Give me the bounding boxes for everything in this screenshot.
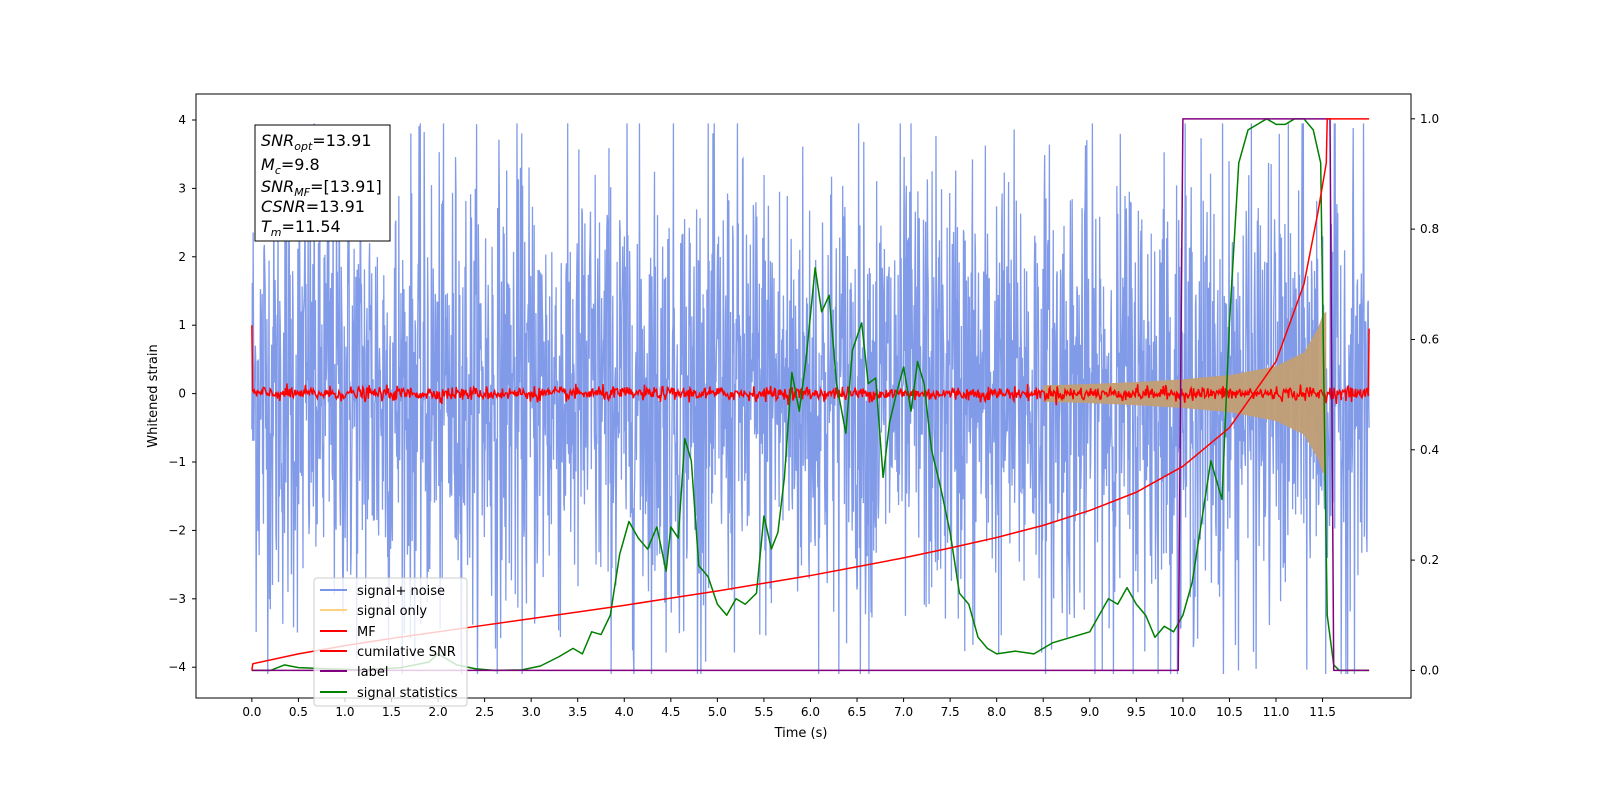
y-left-tick-label: −1 — [168, 455, 186, 469]
y-left-tick-label: 2 — [178, 250, 186, 264]
snr-opt-text: SNRopt=13.91 — [261, 131, 372, 153]
y-right-tick-label: 0.0 — [1420, 663, 1439, 677]
y-axis-label: Whitened strain — [146, 344, 161, 447]
y-left-tick-label: 1 — [178, 318, 186, 332]
series-signal-statistics — [251, 118, 1370, 672]
x-tick-label: 2.0 — [429, 705, 448, 719]
csnr-text: CSNR=13.91 — [261, 197, 365, 216]
info-box: SNRopt=13.91 Mc=9.8 SNRMF=[13.91] CSNR=1… — [254, 124, 391, 242]
legend-label-label: label — [357, 665, 388, 680]
x-tick-label: 4.5 — [661, 705, 680, 719]
legend-label-mf: MF — [357, 625, 376, 640]
tm-text: Tm=11.54 — [261, 217, 341, 239]
y-left-tick-label: −2 — [168, 523, 186, 537]
y-right-tick-label: 1.0 — [1420, 112, 1439, 126]
x-tick-label: 3.0 — [522, 705, 541, 719]
y-right-tick-label: 0.8 — [1420, 222, 1439, 236]
x-tick-label: 5.0 — [708, 705, 727, 719]
x-tick-label: 0.0 — [242, 705, 261, 719]
x-tick-label: 3.5 — [568, 705, 587, 719]
x-tick-label: 2.5 — [475, 705, 494, 719]
x-tick-label: 8.0 — [987, 705, 1006, 719]
x-tick-label: 9.0 — [1080, 705, 1099, 719]
legend-label-signal-statistics: signal statistics — [357, 686, 458, 701]
y-left-tick-label: −3 — [168, 592, 186, 606]
x-tick-label: 11.5 — [1309, 705, 1336, 719]
y-right-tick-label: 0.6 — [1420, 332, 1439, 346]
series-signal-only — [1043, 311, 1327, 476]
x-tick-label: 6.5 — [847, 705, 866, 719]
mc-text: Mc=9.8 — [261, 155, 320, 177]
y-left-tick-label: 3 — [178, 181, 186, 195]
legend-label-signal-only: signal only — [357, 604, 427, 619]
x-tick-label: 8.5 — [1034, 705, 1053, 719]
x-tick-label: 6.0 — [801, 705, 820, 719]
x-tick-label: 1.5 — [382, 705, 401, 719]
x-tick-label: 0.5 — [289, 705, 308, 719]
y-left-tick-label: 0 — [178, 387, 186, 401]
x-tick-label: 11.0 — [1263, 705, 1290, 719]
legend: signal+ noise signal only MF cumilative … — [313, 577, 468, 707]
x-tick-label: 5.5 — [754, 705, 773, 719]
y-left-tick-label: −4 — [168, 660, 186, 674]
snr-mf-text: SNRMF=[13.91] — [261, 177, 382, 199]
x-tick-label: 10.5 — [1216, 705, 1243, 719]
series-signal-noise — [251, 123, 1370, 675]
x-axis-label: Time (s) — [774, 726, 828, 741]
info-box-frame — [254, 124, 391, 242]
plot-frame — [195, 93, 1412, 699]
y-right-tick-label: 0.2 — [1420, 553, 1439, 567]
y-right-tick-label: 0.4 — [1420, 443, 1439, 457]
x-tick-label: 4.0 — [615, 705, 634, 719]
x-tick-label: 10.0 — [1170, 705, 1197, 719]
series-label — [251, 118, 1370, 672]
x-tick-label: 1.0 — [335, 705, 354, 719]
series-mf — [251, 325, 1370, 406]
legend-label-cumulative-snr: cumilative SNR — [357, 645, 456, 660]
legend-frame — [313, 577, 468, 707]
x-tick-label: 9.5 — [1127, 705, 1146, 719]
x-tick-label: 7.5 — [941, 705, 960, 719]
x-tick-label: 7.0 — [894, 705, 913, 719]
y-left-tick-label: 4 — [178, 113, 186, 127]
signal-layer — [251, 123, 1370, 675]
axis-ticks: 0.0 0.5 1.0 1.5 2.0 2.5 3.0 3.5 4.0 4.5 5.0 5.5 6.0 6… — [168, 112, 1439, 719]
legend-label-signal-noise: signal+ noise — [357, 584, 445, 599]
